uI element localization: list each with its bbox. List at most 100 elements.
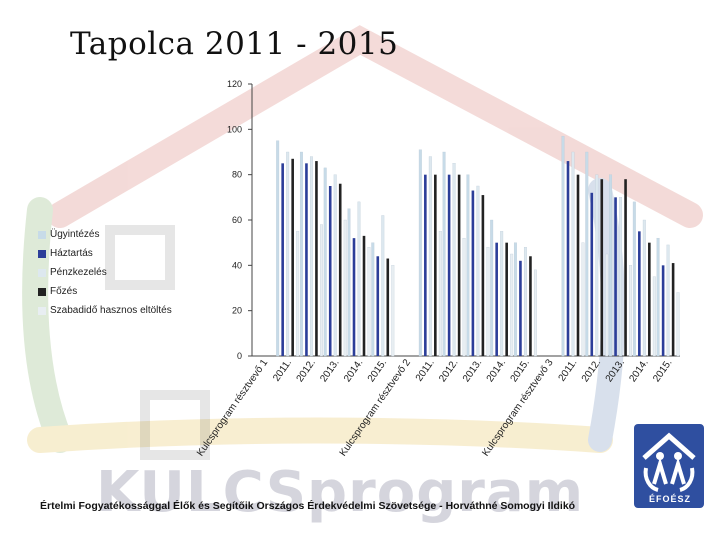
bar (457, 174, 461, 356)
y-tick-label: 40 (232, 260, 242, 270)
x-tick-label: 2014. (342, 357, 365, 384)
bar (666, 244, 670, 357)
x-tick-label: 2015. (651, 357, 674, 384)
bar (442, 151, 446, 357)
x-tick-label: 2015. (366, 357, 389, 384)
bar (323, 167, 327, 357)
bar (561, 135, 565, 357)
bar (661, 265, 665, 356)
y-axis: 0 20 40 60 80 100 120 (227, 79, 680, 361)
bar (391, 265, 395, 357)
bar (676, 292, 680, 357)
bar (357, 201, 361, 357)
bar (624, 179, 627, 356)
bar (291, 158, 294, 356)
legend-swatch (38, 230, 46, 239)
bar (576, 174, 580, 356)
legend-swatch (38, 268, 46, 277)
bar (424, 174, 427, 356)
bar (315, 161, 318, 356)
bar (648, 242, 651, 356)
bar (652, 276, 656, 357)
bar (338, 183, 342, 356)
x-tick-label: 2012. (295, 357, 318, 384)
bar (438, 231, 442, 357)
bar (309, 156, 313, 357)
house-roof-stroke-red (47, 25, 703, 228)
legend-item: Szabadidő hasznos eltöltés (38, 301, 228, 320)
bar (305, 163, 308, 356)
x-tick-label: 2012. (437, 357, 460, 384)
bar (352, 238, 356, 356)
x-tick-label: 2011. (557, 357, 580, 383)
bar (367, 247, 371, 357)
bar (505, 242, 508, 356)
house-wall-stroke-green (22, 197, 73, 453)
x-tick-label: 2011. (271, 357, 294, 383)
kulcsprogram-logo-text: KULCSprogram (96, 460, 585, 525)
bar (486, 247, 490, 357)
bar (343, 219, 347, 357)
y-tick-label: 20 (232, 306, 242, 316)
bar (347, 208, 351, 357)
window-outline (105, 225, 175, 290)
bar (600, 179, 604, 356)
bar (481, 195, 485, 356)
bar (328, 186, 332, 356)
bar (614, 197, 617, 356)
house-wall-stroke-blue (588, 178, 626, 452)
efoesz-logo-label: ÉFOÉSZ (648, 494, 691, 504)
bar (462, 237, 466, 357)
bar (296, 231, 300, 357)
bar (299, 151, 303, 357)
bar (510, 253, 514, 357)
bar (519, 260, 522, 356)
legend-swatch (38, 287, 46, 296)
bar (671, 263, 675, 356)
bar (362, 235, 366, 356)
x-tick-label: 2014. (485, 357, 508, 384)
legend-swatch (38, 306, 46, 315)
legend-label: Főzés (50, 286, 78, 297)
bar (629, 265, 633, 357)
legend-item: Háztartás (38, 244, 228, 263)
page-title: Tapolca 2011 - 2015 (70, 26, 399, 62)
bar (632, 201, 636, 357)
bar (581, 242, 585, 357)
bar (428, 156, 432, 357)
bar (447, 174, 451, 356)
efoesz-logo-icon (634, 424, 704, 508)
y-tick-label: 80 (232, 170, 242, 180)
bar (619, 197, 623, 357)
bar (371, 242, 375, 357)
bar (571, 151, 575, 357)
bar (495, 242, 498, 356)
bar (642, 219, 646, 357)
bar (476, 185, 480, 357)
legend-label: Ügyintézés (50, 229, 100, 240)
x-tick-label: 2015. (509, 357, 532, 384)
bar (585, 151, 589, 357)
bar (609, 174, 613, 357)
y-tick-label: 60 (232, 215, 242, 225)
footer-credit: Értelmi Fogyatékossággal Élők és Segítői… (40, 500, 576, 512)
bar (286, 151, 290, 357)
y-tick-label: 120 (227, 79, 242, 89)
bar (386, 258, 390, 356)
bar-series (276, 135, 680, 357)
x-axis-labels: Kulcsprogram résztvevő 1 2011. 2012. 2013. 2… (195, 357, 675, 458)
bar (513, 242, 517, 357)
legend-label: Szabadidő hasznos eltöltés (50, 305, 172, 316)
bar (333, 174, 337, 357)
x-tick-label: Kulcsprogram résztvevő 1 (195, 357, 271, 458)
bar (533, 269, 537, 357)
legend-item: Pénzkezelés (38, 263, 228, 282)
bar (500, 231, 504, 357)
y-tick-label: 100 (227, 124, 242, 134)
bar (605, 253, 609, 357)
x-tick-label: 2011. (414, 357, 437, 383)
legend-item: Ügyintézés (38, 225, 228, 244)
bar (490, 219, 494, 357)
